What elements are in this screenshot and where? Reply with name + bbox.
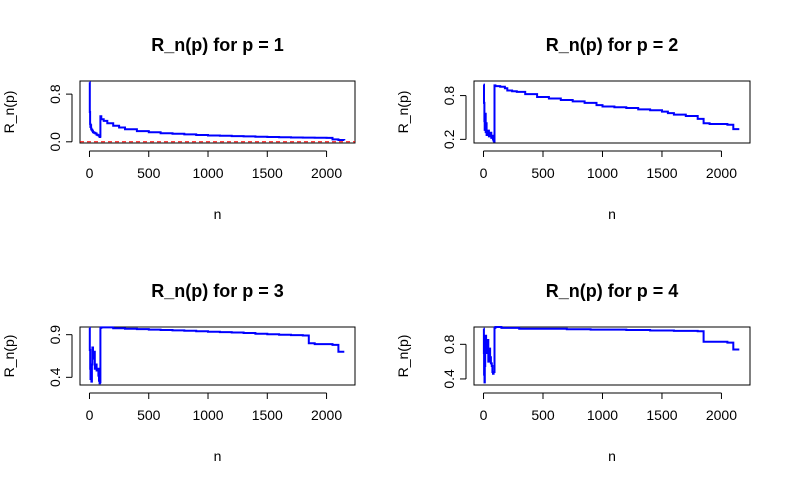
x-tick-label: 500 <box>531 407 555 423</box>
x-axis-label: n <box>608 448 616 464</box>
y-axis-label: R_n(p) <box>395 91 411 134</box>
y-tick-label: 0.4 <box>441 369 457 389</box>
x-axis-label: n <box>608 206 616 222</box>
plot-frame <box>79 80 356 144</box>
y-axis-label: R_n(p) <box>1 91 17 134</box>
x-tick-label: 1500 <box>252 165 283 181</box>
x-axis: 0 500 1000 1500 2000 <box>86 150 342 181</box>
x-tick-label: 2000 <box>706 165 737 181</box>
x-axis-label: n <box>214 206 222 222</box>
plot-frame <box>473 80 751 144</box>
plot-frame <box>79 326 356 386</box>
x-axis-label: n <box>214 448 222 464</box>
panel-title: R_n(p) for p = 1 <box>151 35 284 55</box>
y-axis: 0.4 0.8 <box>441 334 467 389</box>
x-tick-label: 1000 <box>587 407 618 423</box>
x-axis: 0 500 1000 1500 2000 <box>86 392 342 423</box>
series-line <box>88 326 345 385</box>
series-line <box>483 83 740 143</box>
panel-4: R_n(p) for p = 4nR_n(p)0 500 1000 1500 20000… <box>395 281 751 464</box>
panel-title: R_n(p) for p = 4 <box>546 281 679 301</box>
x-tick-label: 1500 <box>646 165 677 181</box>
series-line <box>482 326 740 384</box>
y-tick-label: 0.8 <box>441 86 457 106</box>
x-tick-label: 500 <box>137 407 161 423</box>
y-axis: 0.4 0.9 <box>47 325 73 387</box>
panel-title: R_n(p) for p = 2 <box>546 35 679 55</box>
x-tick-label: 500 <box>137 165 161 181</box>
plot-frame <box>473 326 751 386</box>
x-tick-label: 2000 <box>311 165 342 181</box>
y-tick-label: 0.9 <box>47 325 63 345</box>
x-tick-label: 0 <box>480 407 488 423</box>
x-tick-label: 0 <box>480 165 488 181</box>
x-tick-label: 1500 <box>252 407 283 423</box>
y-axis-label: R_n(p) <box>395 335 411 378</box>
y-axis: 0.0 0.8 <box>47 84 73 152</box>
panel-title: R_n(p) for p = 3 <box>151 281 284 301</box>
y-tick-label: 0.0 <box>47 132 63 152</box>
x-tick-label: 1000 <box>587 165 618 181</box>
x-axis: 0 500 1000 1500 2000 <box>480 150 737 181</box>
y-tick-label: 0.8 <box>441 334 457 354</box>
y-axis-label: R_n(p) <box>1 335 17 378</box>
x-tick-label: 0 <box>86 407 94 423</box>
panel-1: R_n(p) for p = 1nR_n(p)0 500 1000 1500 20000… <box>1 35 356 222</box>
x-tick-label: 0 <box>86 165 94 181</box>
y-tick-label: 0.2 <box>441 129 457 149</box>
y-tick-label: 0.4 <box>47 367 63 387</box>
series-line <box>88 81 346 141</box>
x-tick-label: 500 <box>531 165 555 181</box>
x-tick-label: 1000 <box>192 165 223 181</box>
y-axis: 0.2 0.8 <box>441 86 467 149</box>
y-tick-label: 0.8 <box>47 84 63 104</box>
x-tick-label: 1500 <box>646 407 677 423</box>
panel-2: R_n(p) for p = 2nR_n(p)0 500 1000 1500 20000… <box>395 35 751 222</box>
x-tick-label: 2000 <box>311 407 342 423</box>
x-tick-label: 2000 <box>706 407 737 423</box>
panel-3: R_n(p) for p = 3nR_n(p)0 500 1000 1500 20000… <box>1 281 356 464</box>
x-tick-label: 1000 <box>192 407 223 423</box>
x-axis: 0 500 1000 1500 2000 <box>480 392 737 423</box>
